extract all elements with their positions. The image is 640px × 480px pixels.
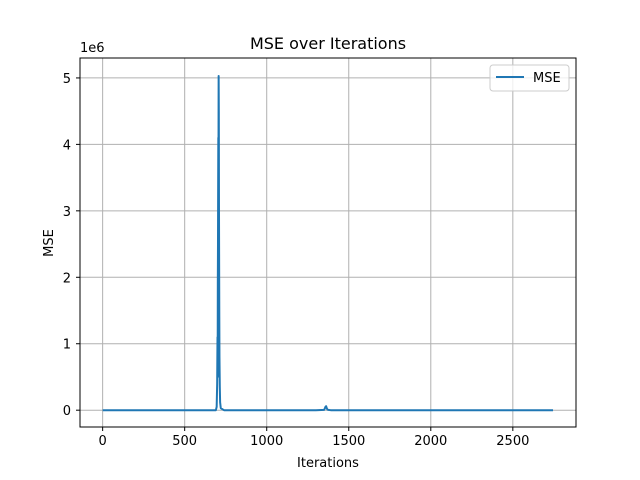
- legend: MSE: [489, 64, 570, 92]
- y-tick-label: 4: [63, 138, 71, 153]
- legend-label-mse: MSE: [533, 71, 561, 86]
- x-tick-label: 1000: [250, 434, 283, 449]
- y-tick-label: 5: [63, 72, 71, 87]
- y-tick-label: 3: [63, 205, 71, 220]
- y-axis-label: MSE: [42, 229, 57, 257]
- x-axis-label: Iterations: [297, 456, 359, 471]
- plot-area-frame: [79, 57, 577, 428]
- y-tick-label: 1: [63, 338, 71, 353]
- x-tick-label: 1500: [332, 434, 365, 449]
- x-tick-label: 500: [172, 434, 197, 449]
- y-tick-label: 0: [63, 404, 71, 419]
- x-tick-label: 2500: [496, 434, 529, 449]
- axis-ticks: 0 500 1000 1500 2000 2500 0 1 2 3 4 5: [63, 72, 530, 449]
- legend-frame: [489, 64, 570, 92]
- grid: [80, 58, 576, 427]
- series-line-mse: [102, 74, 554, 412]
- x-tick-label: 2000: [414, 434, 447, 449]
- y-axis-offset-label: 1e6: [80, 41, 105, 56]
- x-tick-label: 0: [99, 434, 107, 449]
- y-tick-label: 2: [63, 271, 71, 286]
- plot-lines: [102, 74, 554, 412]
- chart-title: MSE over Iterations: [250, 34, 406, 53]
